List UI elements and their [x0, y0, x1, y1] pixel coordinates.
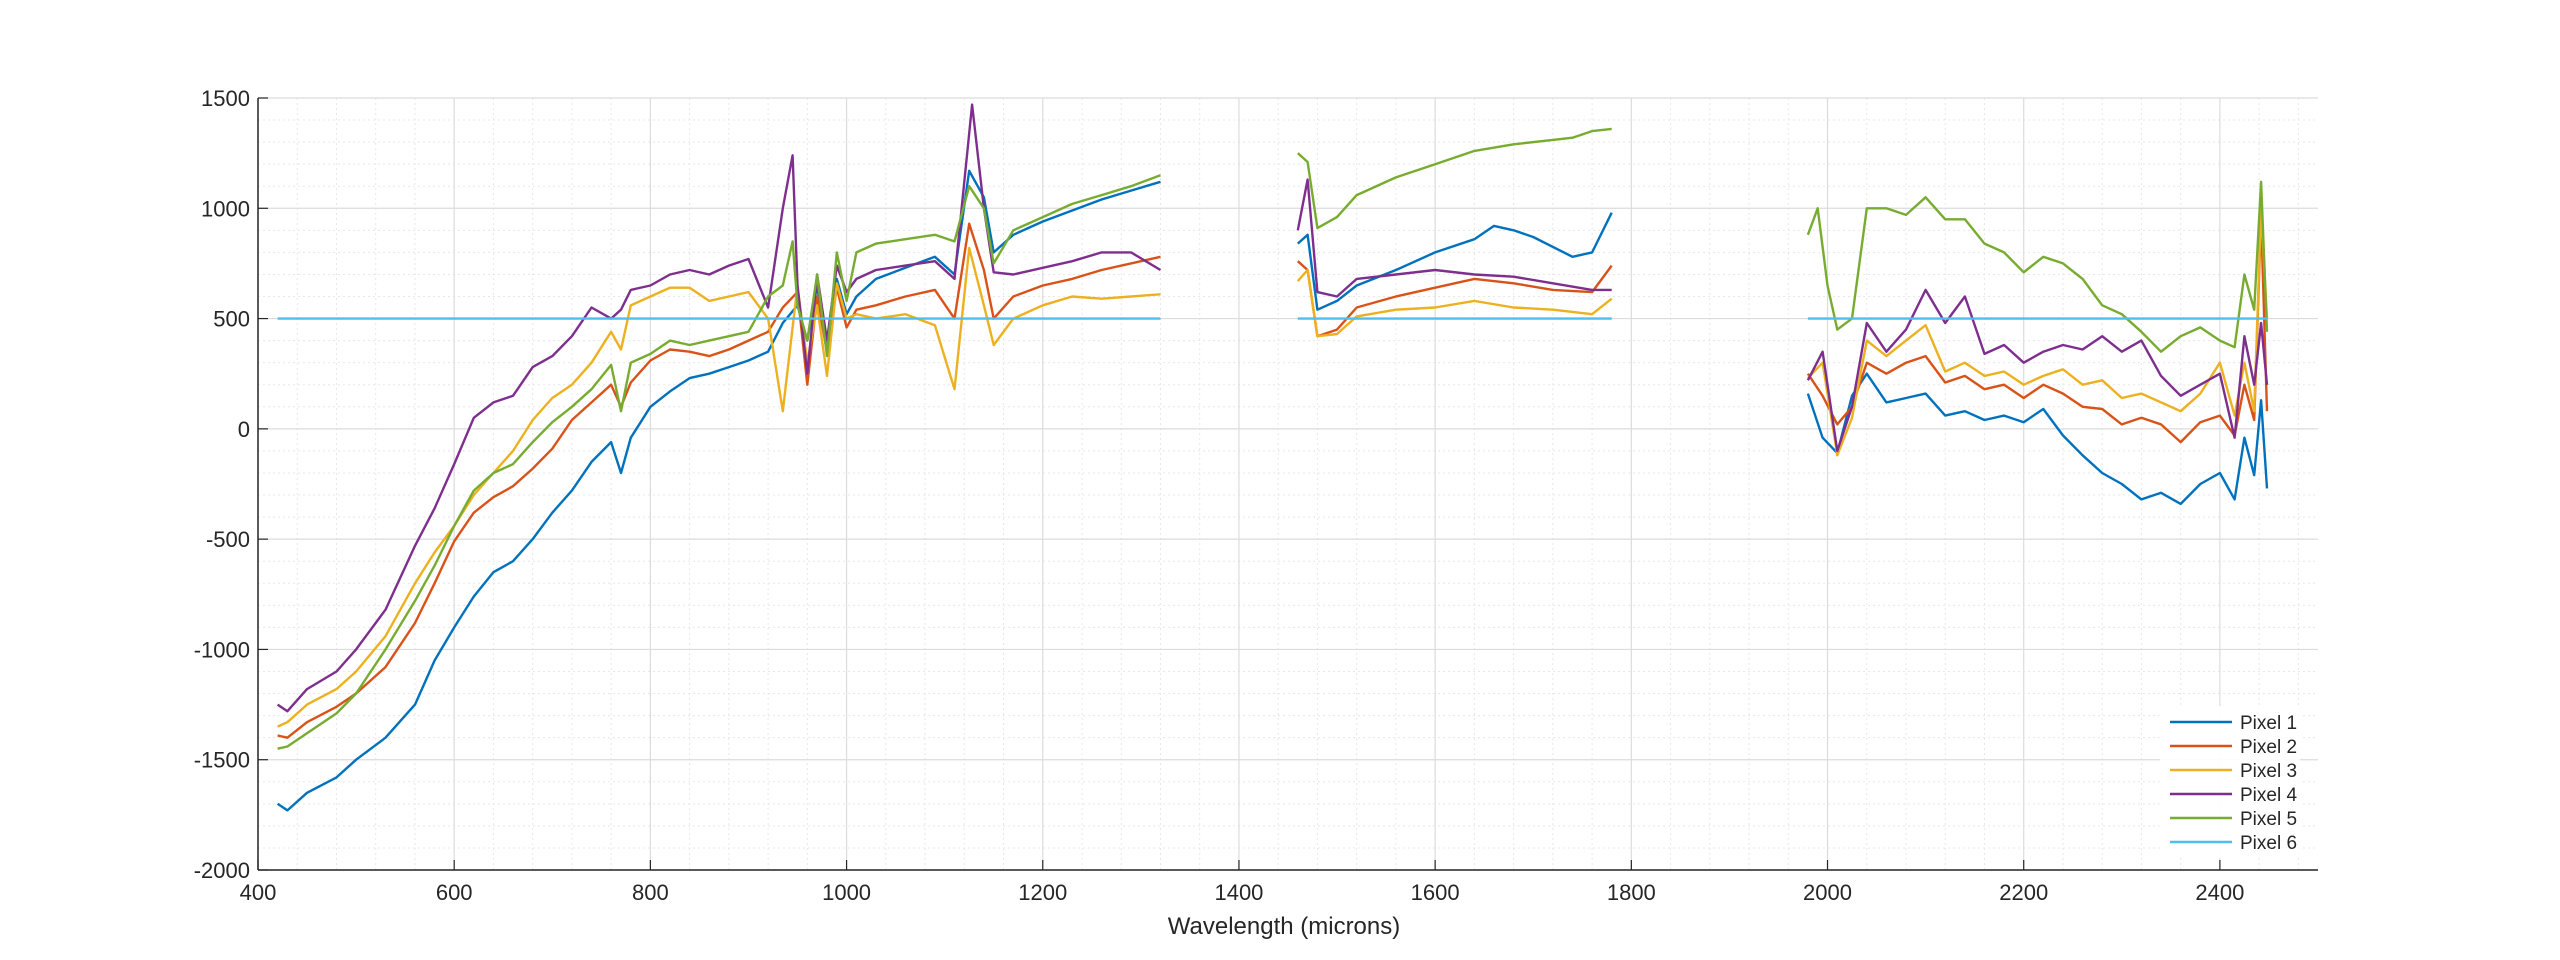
series-line [1296, 178, 1612, 298]
series-line [1806, 215, 2269, 444]
legend-label: Pixel 2 [2240, 737, 2297, 758]
series-line [1296, 268, 1613, 338]
series-line [276, 103, 1162, 713]
series-1 [276, 169, 2269, 812]
legend-label: Pixel 6 [2240, 833, 2297, 854]
y-tick-label: -2000 [194, 858, 250, 883]
legend-box [2160, 706, 2300, 858]
legend-label: Pixel 3 [2240, 761, 2297, 782]
series-4 [276, 103, 2269, 713]
x-tick-label: 400 [240, 880, 277, 905]
series-line [1296, 127, 1612, 230]
legend-label: Pixel 1 [2240, 713, 2297, 734]
series-line [1806, 288, 2269, 453]
series-layer [276, 103, 2269, 812]
y-tick-label: -1500 [194, 748, 250, 773]
x-tick-label: 800 [632, 880, 669, 905]
series-line [1807, 207, 2269, 457]
series-3 [277, 207, 2269, 728]
y-tick-labels: -2000 -1500 -1000 -500 0 500 1000 1500 [194, 86, 250, 883]
x-tick-labels: 400 600 800 1000 1200 1400 1600 1800 2000 2200 240… [240, 880, 2245, 905]
series-line [1806, 180, 2269, 353]
y-tick-label: -500 [206, 527, 250, 552]
legend: Pixel 1 Pixel 2 Pixel 3 Pixel 4 Pixel 5 Pixel… [2160, 706, 2300, 858]
y-tick-label: 0 [238, 417, 250, 442]
x-tick-label: 1800 [1607, 880, 1656, 905]
series-line [277, 246, 1161, 728]
minor-grid [258, 98, 2318, 870]
x-tick-label: 1000 [822, 880, 871, 905]
series-line [1296, 212, 1613, 311]
x-tick-label: 2200 [1999, 880, 2048, 905]
y-tick-label: 1500 [201, 86, 250, 111]
x-axis-title: Wavelength (microns) [1168, 913, 1401, 940]
series-line [276, 169, 1161, 812]
plot-background [258, 98, 2318, 870]
y-tick-label: -1000 [194, 637, 250, 662]
y-tick-label: 1000 [201, 196, 250, 221]
x-tick-label: 1600 [1411, 880, 1460, 905]
plot-area [258, 98, 2318, 870]
x-tick-label: 2000 [1803, 880, 1852, 905]
series-line [277, 222, 1161, 739]
x-tick-label: 2400 [2195, 880, 2244, 905]
x-tick-label: 600 [436, 880, 473, 905]
series-line [277, 174, 1161, 750]
axes [257, 97, 2318, 871]
x-tick-label: 1400 [1214, 880, 1263, 905]
y-tick-label: 500 [213, 307, 250, 332]
x-tick-label: 1200 [1018, 880, 1067, 905]
legend-label: Pixel 5 [2240, 809, 2297, 830]
legend-label: Pixel 4 [2240, 785, 2297, 806]
series-5 [277, 127, 2269, 750]
series-line [1806, 372, 2269, 506]
